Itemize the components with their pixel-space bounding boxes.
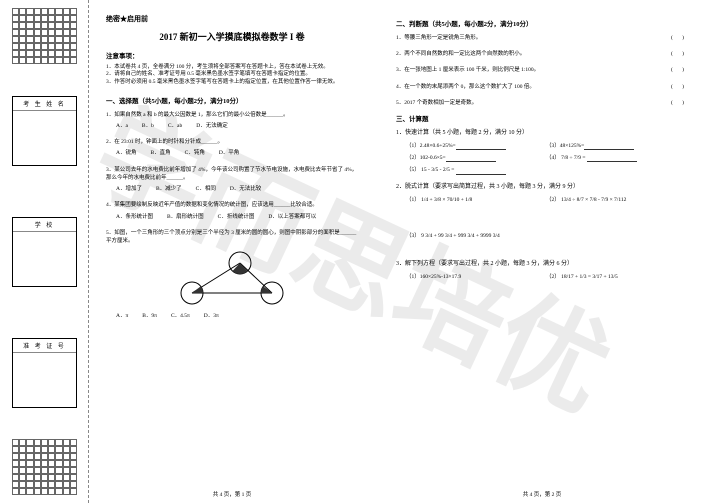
notice-list: 1．本试卷共 4 页，全卷满分 100 分，考生须将全部答案写在答题卡上，答在本… — [106, 64, 358, 87]
exam-title: 2017 新初一入学摸底模拟卷数学 I 卷 — [106, 31, 358, 45]
question-5: 5．如图，一个三角形的三个顶点分别是三个半径为 3 厘米的圆的圆心，则图中阴影部… — [106, 229, 358, 321]
calc2-grid: （1） 1/4 + 3/8 × 70/10 + 1/8 （2） 13/4 ÷ 8… — [406, 196, 688, 241]
footer-left: 共 4 页，第 1 页 — [213, 491, 252, 499]
question-1: 1．如果自然数 a 和 b 的最大公因数是 1，那么它们的最小公倍数是_____… — [106, 111, 358, 131]
judge-5: 5．2017 个奇数相加一定是奇数。( ) — [396, 99, 688, 107]
info-box-name: 考 生 姓 名 — [12, 96, 77, 166]
page-2: 二、判断题（共5小题，每小题2分，满分10分） 1．等腰三角形一定是锐角三角形。… — [382, 0, 702, 503]
calc2-item: （2） 13/4 ÷ 8/7 × 7/8 - 7/9 × 7/112 — [546, 196, 656, 204]
judge-4: 4．在一个数的末尾添两个 0，那么这个数扩大了 100 倍。( ) — [396, 83, 688, 91]
calc-group-2: 2．脱式计算（要求写出简算过程，共 3 小题，每题 3 分，满分 9 分） — [396, 183, 688, 192]
grid-top — [12, 8, 77, 64]
secret-label: 绝密★启用前 — [106, 14, 358, 25]
eq-item: （2） 18/17 + 1/3 = 3/17 + 13/5 — [546, 273, 656, 281]
section-1-header: 一、选择题（共5小题，每小题2分，满分10分） — [106, 97, 358, 107]
page-1: 绝密★启用前 2017 新初一入学摸底模拟卷数学 I 卷 注意事项： 1．本试卷… — [92, 0, 372, 503]
info-column: 考 生 姓 名 学 校 准 考 证 号 — [12, 70, 77, 433]
question-2: 2．在 23:01 时，钟面上的时针和分针成______。 A．锐角B．直角C．… — [106, 138, 358, 158]
calc2-item: （3） 9 3/4 + 99 3/4 + 999 3/4 + 9999 3/4 — [406, 232, 646, 240]
triangle-circles-figure — [162, 251, 302, 306]
notice-header: 注意事项： — [106, 52, 358, 62]
section-2-header: 二、判断题（共5小题，每小题2分，满分10分） — [396, 20, 688, 30]
eq-group: 3．解下列方程（要求写出过程，共 2 小题，每题 3 分，满分 6 分） — [396, 260, 688, 269]
fold-line — [88, 0, 89, 503]
judge-1: 1．等腰三角形一定是锐角三角形。( ) — [396, 34, 688, 42]
question-4: 4．某集团要绘制反映近年产值的数据和变化情况的统计图，应该选用______比较合… — [106, 201, 358, 221]
footer-right: 共 4 页，第 2 页 — [523, 491, 562, 499]
notice-item: 3．作答时必须用 0.5 毫米黑色墨水签字笔写在答题卡上的指定位置，在其他位置作… — [106, 79, 358, 87]
eq-item: （1）160×25%-13×17.9 — [406, 273, 516, 281]
section-3-header: 三、计算题 — [396, 115, 688, 125]
calc1-grid: （1）2.48×0.6+25%= （3）48×125%= （2）102-0.6×… — [406, 142, 688, 175]
question-3: 3．某公司去年的水电费比前年增加了 4%，今年该公司购置了节水节电设施，水电费比… — [106, 166, 358, 194]
judge-3: 3．在一张地图上 1 厘米表示 100 千米，则比例尺是 1:100。( ) — [396, 66, 688, 74]
notice-item: 2．请将自己的姓名、准考证号用 0.5 毫米黑色墨水签字笔填写在答题卡指定的位置… — [106, 71, 358, 79]
info-box-school: 学 校 — [12, 217, 77, 287]
binding-strip: 考 生 姓 名 学 校 准 考 证 号 — [0, 0, 88, 503]
calc-group-1: 1．快速计算（共 5 小题，每题 2 分，满分 10 分） — [396, 129, 688, 138]
judge-2: 2．两个不同自然数的和一定比这两个自然数的积小。( ) — [396, 50, 688, 58]
grid-bot — [12, 439, 77, 495]
eq-grid: （1）160×25%-13×17.9 （2） 18/17 + 1/3 = 3/1… — [406, 273, 688, 281]
calc2-item: （1） 1/4 + 3/8 × 70/10 + 1/8 — [406, 196, 516, 204]
info-box-id: 准 考 证 号 — [12, 338, 77, 408]
